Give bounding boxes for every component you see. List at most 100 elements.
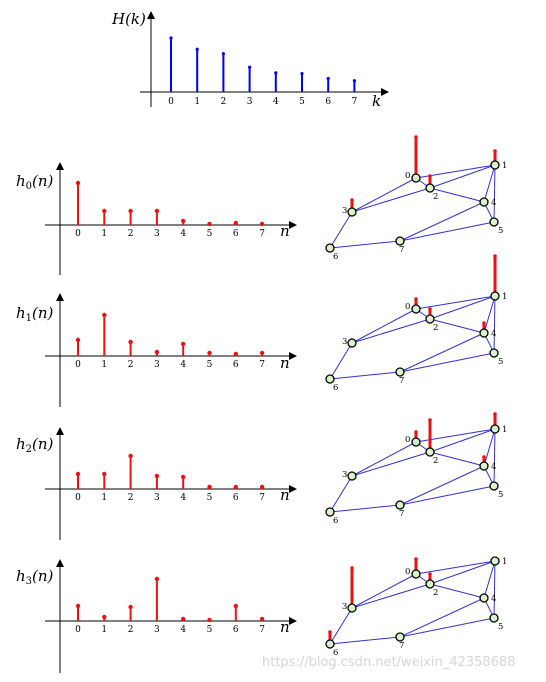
signal-bar-tip [493,254,497,258]
signal-bar-tip [428,418,432,422]
signal-bar-tip [414,557,418,561]
node-label: 5 [498,226,503,236]
stem-marker-h1-5 [207,350,212,356]
graph-edge [351,573,417,609]
stem-marker-h3-2 [128,604,133,610]
x-tick-label: 5 [299,97,305,107]
stem-marker-h0-1 [102,208,107,214]
signal-bar-tip [493,149,497,153]
node-label: 6 [333,383,338,393]
x-tick-label: 3 [154,493,160,503]
x-tick-label: 7 [259,625,265,635]
graph-node [325,374,335,384]
graph-node [489,481,499,491]
graph-node [425,314,435,324]
x-tick-label: 6 [233,360,239,370]
graph-node [395,236,405,246]
graph-node [479,197,489,207]
x-tick-label: 1 [101,625,107,635]
graph-edge [329,342,353,380]
graph-diagram-h3: 0 1 2 3 4 5 6 7 [325,556,507,658]
graph-edge [429,187,485,203]
stem-marker-h1-7 [259,350,265,356]
stem-marker-h0-5 [207,221,212,227]
node-label: 4 [491,594,496,604]
graph-edge [399,465,485,506]
stem-marker-h1-2 [128,339,133,345]
stem-marker-h3-4 [181,616,186,622]
node-label: 6 [333,648,338,658]
graph-node [347,603,357,613]
graph-edge [493,164,496,223]
node-label: 4 [491,329,496,339]
stem-marker-h2-5 [207,484,212,490]
stem-marker-h1-6 [233,351,238,357]
y-axis-label: h0(n) [16,172,54,192]
signal-bar-tip [414,135,418,139]
node-label: 1 [502,161,507,171]
stem-marker-H-0 [169,36,173,40]
node-label: 7 [399,245,404,255]
stem-marker-h3-7 [259,616,265,622]
x-axis-label: k [372,92,381,110]
graph-node [395,500,405,510]
x-tick-label: 7 [352,97,358,107]
graph-edge [399,332,485,373]
stem-marker-h0-0 [75,180,81,186]
node-label: 3 [342,206,347,216]
graph-edge [429,295,496,320]
x-axis-label: n [280,354,290,372]
x-tick-label: 2 [128,360,134,370]
stem-marker-h0-4 [181,218,186,224]
signal-bar-tip [350,566,354,570]
filter-h0-panel: h0(n) n 0 1 2 3 4 5 6 7 [16,162,297,275]
watermark: https://blog.csdn.net/weixin_42358688 [262,655,516,670]
x-tick-label: 5 [207,229,213,239]
graph-node [347,338,357,348]
x-tick-label: 6 [233,493,239,503]
graph-edge [399,485,495,506]
node-label: 6 [333,252,338,262]
graph-diagram-h0: 0 1 2 3 4 5 6 7 [325,135,507,262]
graph-edge [351,187,431,213]
graph-edge [329,371,401,380]
graph-edge [493,295,496,354]
stem-marker-h2-1 [102,471,107,477]
stem-marker-H-3 [248,65,252,69]
x-axis-label: n [280,222,290,240]
stem-marker-h2-2 [128,453,133,459]
signal-bar-tip [493,412,497,416]
stem-marker-H-1 [195,47,199,51]
x-tick-label: 6 [233,229,239,239]
graph-edge [329,211,353,249]
stem-marker-h0-6 [233,220,238,226]
graph-node [395,632,405,642]
graph-edge [483,164,496,203]
x-tick-label: 4 [273,97,279,107]
graph-node [489,217,499,227]
node-label: 4 [491,462,496,472]
x-tick-label: 3 [154,625,160,635]
node-label: 2 [433,456,438,466]
x-tick-label: 5 [207,493,213,503]
x-tick-label: 5 [207,625,213,635]
graph-node [490,424,500,434]
node-label: 3 [342,470,347,480]
graph-edge [399,201,485,242]
graph-edge [429,318,485,334]
graph-node [490,556,500,566]
node-label: 0 [405,171,410,181]
x-tick-label: 5 [207,360,213,370]
x-tick-label: 2 [128,229,134,239]
signal-bar-tip [328,630,332,634]
stem-marker-H-7 [352,79,356,83]
x-tick-label: 1 [101,360,107,370]
graph-edge [351,318,431,344]
x-tick-label: 1 [101,493,107,503]
x-tick-label: 1 [101,229,107,239]
x-tick-label: 7 [259,493,265,503]
stem-marker-h2-0 [75,471,81,477]
x-axis-label: n [280,618,290,636]
graph-edge [429,560,496,585]
graph-edge [399,597,485,638]
